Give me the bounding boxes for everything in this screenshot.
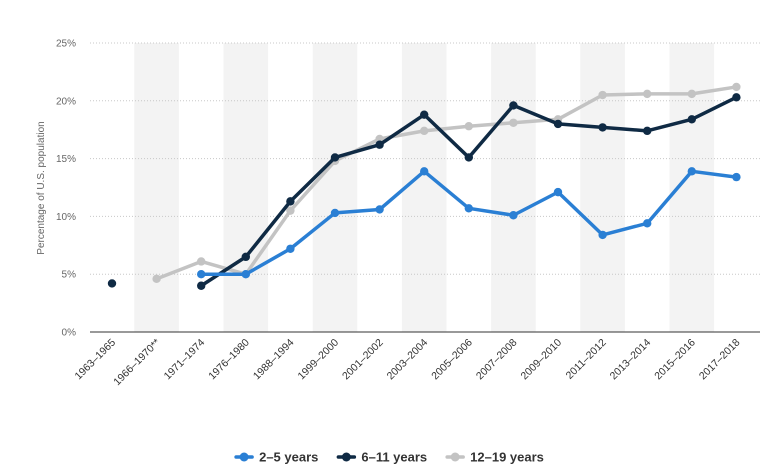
- legend-marker: [450, 452, 460, 462]
- data-point: [464, 122, 473, 131]
- data-point: [197, 270, 206, 279]
- data-point: [732, 82, 741, 92]
- x-tick-label: 1988–1994: [251, 337, 297, 383]
- series: [107, 82, 741, 290]
- y-tick-label: 20%: [56, 96, 76, 107]
- data-point: [687, 115, 696, 124]
- x-tick-label: 1976–1980: [206, 337, 252, 383]
- y-axis-title: Percentage of U.S. population: [36, 121, 47, 254]
- data-point: [598, 230, 607, 240]
- alternating-bands: [134, 43, 715, 332]
- y-axis-ticks: 0% 5% 10% 15% 20% 25%: [56, 39, 76, 339]
- data-point: [420, 110, 429, 119]
- legend-marker: [341, 452, 351, 462]
- series-line: [154, 85, 739, 281]
- data-point: [286, 206, 295, 215]
- data-point: [553, 119, 563, 129]
- category-band: [223, 43, 269, 332]
- x-tick-label: 1963–1965: [72, 337, 118, 383]
- x-tick-label: 2005–2006: [429, 337, 475, 383]
- x-tick-label: 2009–2010: [518, 337, 564, 383]
- y-tick-label: 15%: [56, 154, 76, 165]
- data-point: [643, 89, 652, 99]
- legend-item: 2–5 years: [234, 450, 318, 465]
- data-point: [553, 187, 563, 197]
- y-tick-label: 10%: [56, 212, 76, 223]
- data-point: [241, 270, 250, 279]
- data-point: [464, 153, 473, 162]
- data-point: [509, 211, 518, 220]
- data-point: [330, 153, 340, 162]
- data-point: [375, 205, 384, 214]
- data-point: [197, 257, 206, 266]
- data-point: [375, 134, 384, 144]
- data-point: [107, 279, 117, 288]
- data-point: [375, 140, 384, 149]
- data-point: [732, 93, 741, 102]
- data-point: [598, 123, 607, 132]
- category-band: [312, 43, 358, 332]
- legend-label: 6–11 years: [361, 450, 427, 465]
- series-2-5-years: [197, 167, 741, 279]
- data-point: [687, 89, 696, 99]
- legend-item: 6–11 years: [336, 450, 427, 465]
- legend-marker: [239, 452, 249, 462]
- x-tick-label: 1966–1970**: [111, 337, 162, 388]
- category-band: [491, 43, 536, 332]
- data-point: [420, 126, 429, 136]
- y-tick-label: 5%: [62, 270, 77, 281]
- x-tick-label: 2015–2016: [652, 337, 698, 383]
- x-tick-label: 2007–2008: [474, 337, 520, 383]
- legend: 2–5 years 6–11 years 12–19 years: [234, 450, 544, 465]
- data-point: [420, 167, 429, 176]
- data-point: [286, 197, 295, 206]
- y-tick-label: 25%: [56, 39, 76, 50]
- y-tick-label: 0%: [62, 328, 77, 339]
- legend-item: 12–19 years: [445, 450, 544, 465]
- data-point: [197, 281, 206, 290]
- x-tick-label: 1999–2000: [295, 337, 341, 383]
- data-point: [643, 219, 652, 228]
- x-tick-label: 2017–2018: [697, 337, 743, 383]
- data-point: [509, 118, 518, 127]
- data-point: [687, 167, 696, 176]
- legend-label: 12–19 years: [470, 450, 544, 465]
- data-point: [732, 172, 741, 182]
- x-tick-label: 2011–2012: [564, 337, 609, 382]
- category-band: [580, 43, 625, 332]
- data-point: [241, 252, 250, 262]
- x-axis-ticks: 1963–19651966–1970**1971–19741976–198019…: [72, 337, 742, 389]
- x-tick-label: 2013–2014: [608, 337, 654, 383]
- data-point: [330, 208, 340, 218]
- x-tick-label: 2003–2004: [385, 337, 431, 383]
- legend-label: 2–5 years: [259, 450, 318, 465]
- data-point: [643, 126, 652, 136]
- series-6-11-years: [107, 93, 741, 290]
- data-point: [286, 244, 295, 253]
- data-point: [509, 101, 518, 110]
- data-point: [598, 90, 607, 100]
- category-band: [401, 43, 447, 332]
- x-tick-label: 1971–1974: [162, 337, 208, 383]
- x-tick-label: 2001–2002: [340, 337, 386, 383]
- data-point: [464, 204, 473, 213]
- data-point: [152, 274, 161, 284]
- category-band: [134, 43, 179, 332]
